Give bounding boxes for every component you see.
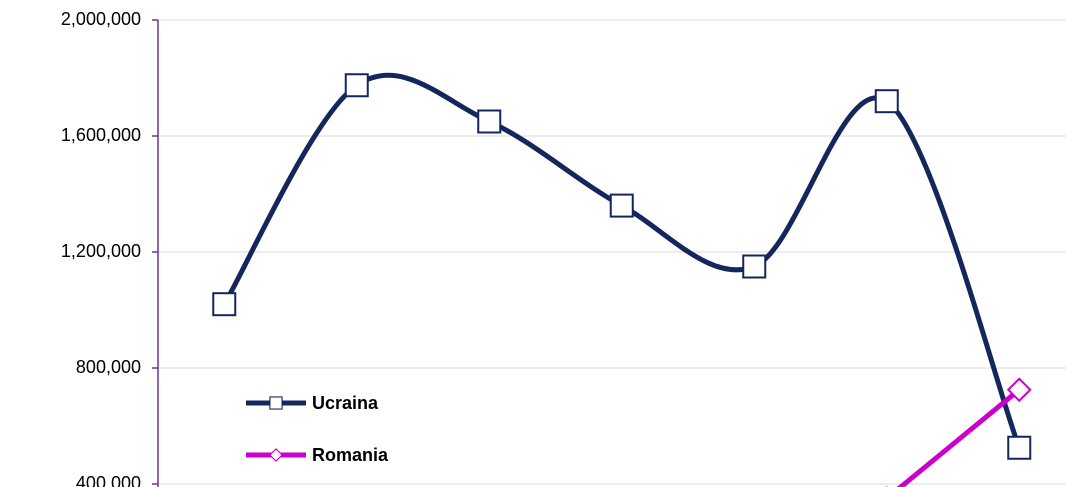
marker [609, 193, 634, 218]
marker [212, 292, 237, 317]
marker [742, 254, 767, 279]
y-tick-label: 400,000 [76, 473, 141, 487]
marker [269, 448, 283, 462]
y-tick-label: 800,000 [76, 357, 141, 377]
y-tick-label: 2,000,000 [61, 9, 141, 29]
y-tick-label: 1,200,000 [61, 241, 141, 261]
marker [344, 73, 369, 98]
marker [269, 396, 283, 410]
series-line [896, 387, 1021, 487]
plot [212, 72, 1032, 487]
marker [1007, 435, 1032, 460]
marker [477, 109, 502, 134]
y-tick-label: 1,600,000 [61, 125, 141, 145]
legend-label: Romania [312, 445, 389, 465]
marker [874, 89, 899, 114]
legend-label: Ucraina [312, 393, 379, 413]
marker [1006, 377, 1032, 403]
